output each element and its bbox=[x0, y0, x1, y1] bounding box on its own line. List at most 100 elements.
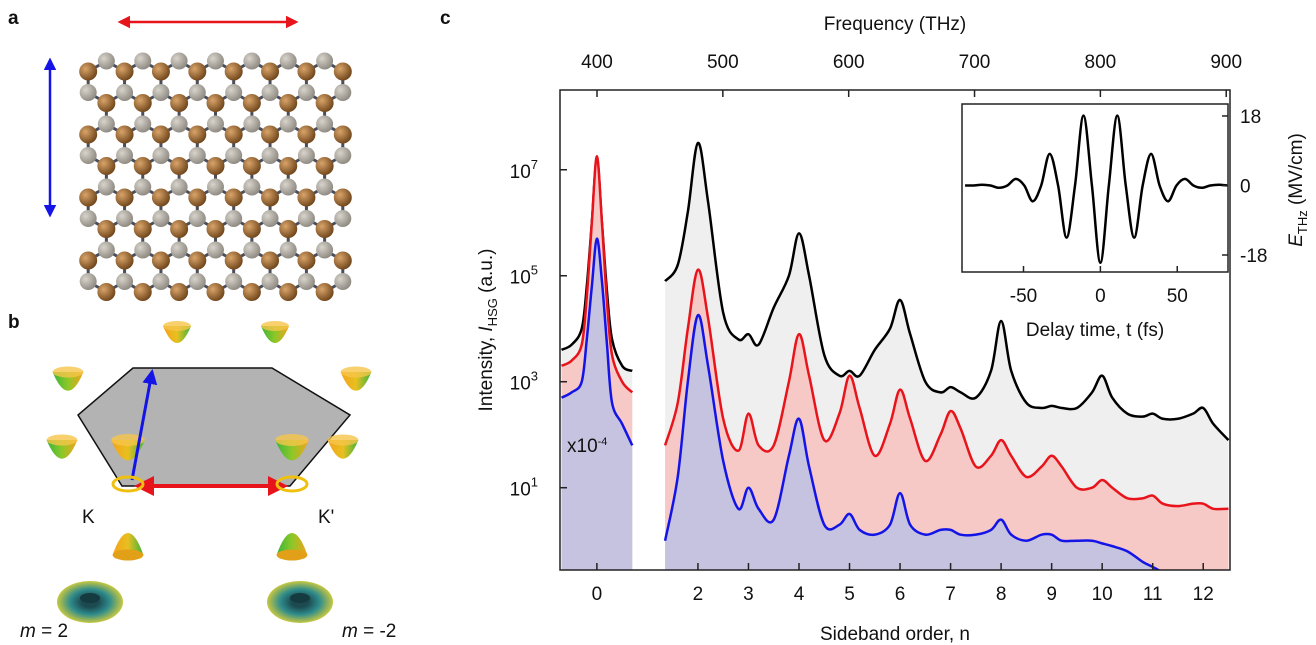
atom bbox=[188, 273, 206, 290]
atom bbox=[315, 220, 334, 238]
atom bbox=[97, 52, 115, 70]
x2-tick-label: 800 bbox=[1085, 52, 1117, 73]
tick-exponent: 3 bbox=[531, 369, 538, 384]
series-line bbox=[560, 237, 634, 446]
cone-rim bbox=[163, 321, 191, 331]
atom bbox=[134, 241, 152, 259]
atom bbox=[261, 125, 280, 144]
annotation-text: x10 bbox=[567, 436, 598, 457]
atom bbox=[316, 115, 334, 133]
atom bbox=[279, 241, 297, 259]
x-tick-label: 8 bbox=[996, 584, 1007, 605]
atom bbox=[151, 188, 170, 207]
atom bbox=[206, 178, 224, 196]
title-part: (MV/cm) bbox=[1286, 133, 1307, 210]
tick-exponent: 5 bbox=[531, 263, 538, 278]
atom bbox=[206, 52, 224, 70]
atom bbox=[224, 188, 243, 207]
cone-rim bbox=[46, 434, 78, 446]
inset-x-axis-title: Delay time, t (fs) bbox=[1026, 320, 1164, 341]
x-axis-title: Sideband order, n bbox=[820, 624, 970, 645]
y-tick-label: 101 bbox=[510, 475, 538, 501]
atom bbox=[315, 283, 334, 301]
title-subscript: HSG bbox=[485, 298, 500, 326]
plot-frame bbox=[559, 89, 1231, 571]
series-line bbox=[663, 313, 1161, 570]
cone-rim bbox=[112, 549, 144, 561]
panel-label: b bbox=[8, 312, 20, 333]
atom bbox=[261, 251, 280, 270]
x-tick-label: 5 bbox=[844, 584, 855, 605]
atom bbox=[79, 188, 98, 207]
x-tick-label: 2 bbox=[693, 584, 704, 605]
atom bbox=[242, 220, 261, 238]
value-text: = 2 bbox=[36, 621, 68, 642]
atom bbox=[97, 178, 115, 196]
atom bbox=[316, 178, 334, 196]
graphene-lattice bbox=[79, 52, 352, 301]
tick-base: 10 bbox=[510, 374, 531, 395]
atom bbox=[315, 94, 334, 112]
atom bbox=[79, 84, 97, 101]
x-tick-label: 12 bbox=[1193, 584, 1214, 605]
atom bbox=[242, 157, 261, 175]
atom bbox=[170, 52, 188, 70]
x-tick-label: 10 bbox=[1092, 584, 1113, 605]
inset-plot bbox=[965, 114, 1228, 264]
inset-x-tick-label: 0 bbox=[1095, 286, 1106, 307]
atom bbox=[115, 125, 134, 144]
atom bbox=[206, 241, 224, 259]
atom bbox=[206, 115, 224, 133]
y-tick-label: 107 bbox=[510, 157, 538, 183]
atom bbox=[79, 210, 97, 227]
atom bbox=[134, 178, 152, 196]
atom bbox=[243, 241, 261, 259]
atom bbox=[188, 125, 207, 144]
atom bbox=[170, 157, 189, 175]
inset-y-tick-label: 0 bbox=[1240, 176, 1251, 197]
cone-rim bbox=[111, 434, 145, 446]
atom bbox=[206, 283, 225, 301]
atom bbox=[115, 188, 134, 207]
inset-y-tick-label: 18 bbox=[1240, 107, 1261, 128]
atom bbox=[115, 62, 134, 81]
atom bbox=[116, 84, 134, 101]
atom bbox=[152, 210, 170, 227]
atom bbox=[188, 251, 207, 270]
atom bbox=[79, 62, 98, 81]
atom bbox=[170, 94, 189, 112]
atom bbox=[79, 273, 97, 290]
atom bbox=[261, 147, 279, 164]
atom bbox=[225, 84, 243, 101]
atom bbox=[206, 157, 225, 175]
atom bbox=[333, 62, 352, 81]
atom bbox=[97, 241, 115, 259]
atom bbox=[170, 178, 188, 196]
atom bbox=[116, 147, 134, 164]
tick-base: 10 bbox=[510, 162, 531, 183]
series-line bbox=[664, 141, 1230, 442]
atom bbox=[152, 147, 170, 164]
panel-label: c bbox=[440, 8, 451, 29]
panel-label: a bbox=[8, 8, 19, 29]
inset-frame bbox=[961, 103, 1229, 273]
annotation: x10-4 bbox=[567, 436, 607, 457]
atom bbox=[261, 273, 279, 290]
value-text: = -2 bbox=[358, 621, 397, 642]
x-tick-label: 9 bbox=[1046, 584, 1057, 605]
atom bbox=[279, 178, 297, 196]
cone-rim bbox=[327, 434, 359, 446]
atom bbox=[134, 52, 152, 70]
atom bbox=[333, 188, 352, 207]
y-tick-label: 103 bbox=[510, 369, 538, 395]
atom bbox=[242, 283, 261, 301]
atom bbox=[297, 62, 316, 81]
cone-rim bbox=[52, 366, 84, 378]
x-tick-label: 7 bbox=[945, 584, 956, 605]
inset-y-axis-title: ETHz (MV/cm) bbox=[1286, 133, 1310, 247]
tick-base: 10 bbox=[510, 480, 531, 501]
tick-exponent: 7 bbox=[531, 157, 538, 172]
y-tick-label: 105 bbox=[510, 263, 538, 289]
x2-tick-label: 500 bbox=[707, 52, 739, 73]
